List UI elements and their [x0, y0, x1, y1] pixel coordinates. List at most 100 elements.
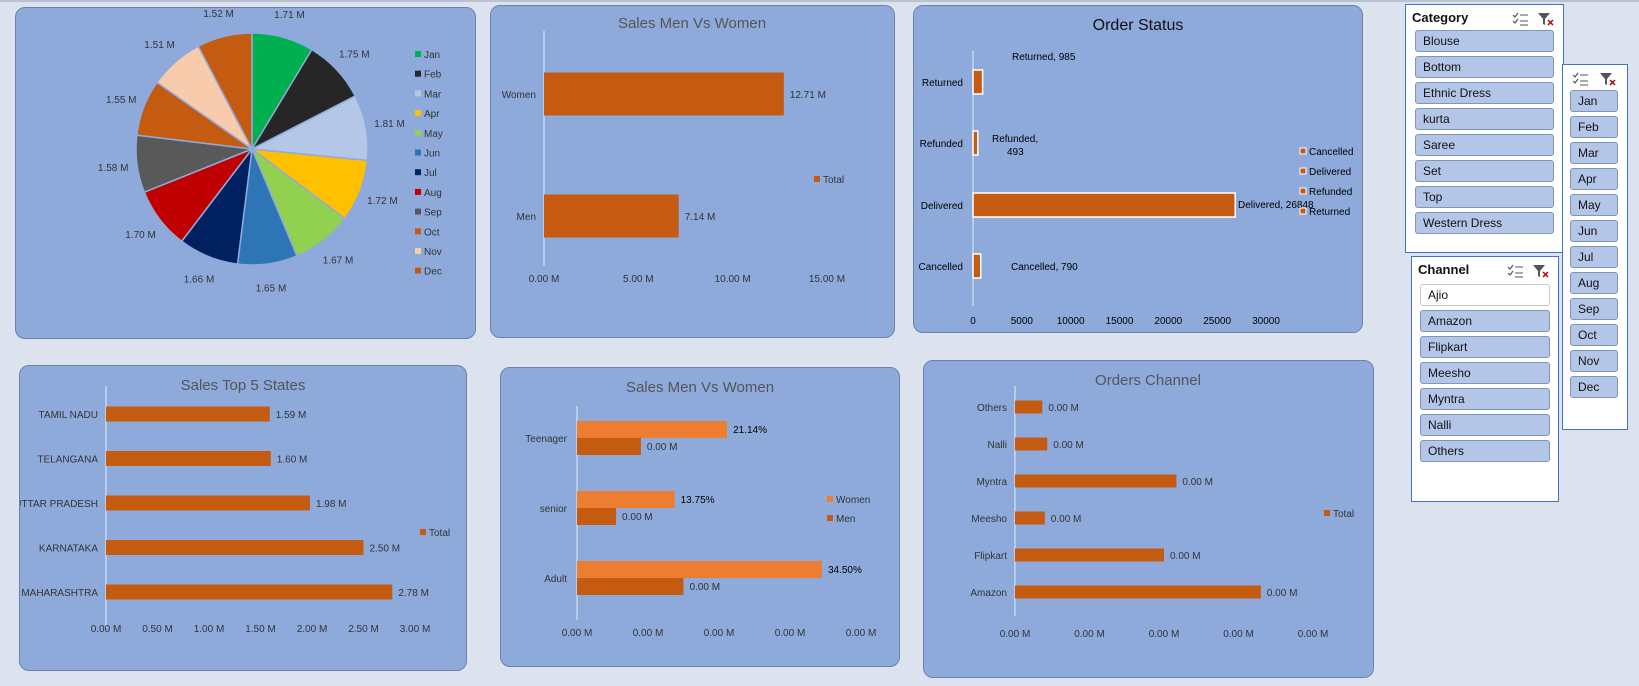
monthly-sales-pie-chart: 1.71 M 1.75 M 1.81 M 1.72 M 1.67 M 1.65 M 1.66… [98, 9, 443, 295]
category-item-ethnic-dress[interactable]: Ethnic Dress [1415, 82, 1554, 104]
channel-item-others[interactable]: Others [1420, 440, 1550, 462]
age-men-women-panel[interactable]: Sales Men Vs Women 0.00 M 0.00 M 0.00 M 0.00… [500, 367, 900, 667]
legend-swatch [415, 208, 421, 215]
channel-slicer-header: Channel [1418, 261, 1552, 281]
x-tick-label: 15.00 M [809, 274, 845, 285]
bar-data-label: 13.75% [681, 495, 715, 506]
month-item-sep[interactable]: Sep [1570, 298, 1618, 320]
bar-data-label: 493 [1007, 147, 1024, 158]
legend-swatch [415, 129, 421, 136]
channel-item-meesho[interactable]: Meesho [1420, 362, 1550, 384]
month-item-dec[interactable]: Dec [1570, 376, 1618, 398]
bar-data-label: 0.00 M [1048, 403, 1079, 414]
legend-item: Total [823, 175, 844, 186]
channel-slicer[interactable]: Channel Ajio Amazon Flipkart Meesho Myntra Na… [1411, 256, 1559, 502]
month-item-feb[interactable]: Feb [1570, 116, 1618, 138]
legend-swatch [415, 70, 421, 77]
y-category-label: Women [502, 90, 536, 101]
legend-swatch [415, 149, 421, 156]
channel-slicer-title: Channel [1418, 262, 1470, 277]
bar-delivered [972, 192, 1236, 218]
channel-item-nalli[interactable]: Nalli [1420, 414, 1550, 436]
legend-swatch [415, 188, 421, 195]
legend-swatch [415, 267, 421, 274]
month-slicer[interactable]: Jan Feb Mar Apr May Jun Jul Aug Sep Oct Nov Dec [1562, 64, 1628, 430]
pie-data-label: 1.75 M [339, 49, 370, 60]
legend-item: Feb [424, 70, 442, 81]
category-slicer[interactable]: Category Blouse Bottom Ethnic Dress kurta Sa… [1405, 4, 1564, 253]
multi-select-icon[interactable] [1571, 71, 1589, 87]
monthly-sales-pie-panel[interactable]: 1.71 M 1.75 M 1.81 M 1.72 M 1.67 M 1.65 M 1.66… [15, 7, 476, 339]
bar-data-label: 0.00 M [1182, 477, 1213, 488]
category-item-set[interactable]: Set [1415, 160, 1554, 182]
multi-select-icon[interactable] [1506, 263, 1524, 279]
month-item-jul[interactable]: Jul [1570, 246, 1618, 268]
legend-item: Refunded [1309, 187, 1352, 198]
category-item-top[interactable]: Top [1415, 186, 1554, 208]
legend-item: Women [836, 495, 870, 506]
category-item-bottom[interactable]: Bottom [1415, 56, 1554, 78]
clear-filter-icon[interactable] [1537, 11, 1555, 27]
category-item-kurta[interactable]: kurta [1415, 108, 1554, 130]
legend-item: Dec [424, 267, 442, 278]
legend-item: Delivered [1309, 167, 1351, 178]
legend-item: Returned [1309, 207, 1350, 218]
category-item-blouse[interactable]: Blouse [1415, 30, 1554, 52]
x-tick-label: 0 [970, 316, 976, 327]
y-category-label: Myntra [976, 477, 1007, 488]
legend-item: Aug [424, 188, 442, 199]
bar-data-label: 0.00 M [1051, 514, 1082, 525]
legend-swatch [420, 529, 426, 535]
channel-item-myntra[interactable]: Myntra [1420, 388, 1550, 410]
month-item-oct[interactable]: Oct [1570, 324, 1618, 346]
bar-meesho [1015, 511, 1045, 525]
x-tick-label: 15000 [1106, 316, 1134, 327]
orders-channel-panel[interactable]: Orders Channel 0.00 M 0.00 M 0.00 M 0.00 M 0.… [923, 360, 1374, 678]
x-tick-label: 0.00 M [562, 628, 593, 639]
y-category-label: Nalli [988, 440, 1007, 451]
month-item-nov[interactable]: Nov [1570, 350, 1618, 372]
category-item-western-dress[interactable]: Western Dress [1415, 212, 1554, 234]
sales-men-women-panel[interactable]: Sales Men Vs Women 0.00 M 5.00 M 10.00 M 15.… [490, 5, 895, 338]
month-item-jan[interactable]: Jan [1570, 90, 1618, 112]
legend-swatch [1324, 510, 1330, 516]
legend-item: Total [429, 528, 450, 539]
channel-item-amazon[interactable]: Amazon [1420, 310, 1550, 332]
x-tick-label: 1.50 M [245, 624, 276, 635]
top-states-panel[interactable]: Sales Top 5 States 0.00 M 0.50 M 1.00 M 1.50… [19, 365, 467, 671]
legend-item: Nov [424, 247, 442, 258]
bar-maharashtra [106, 584, 393, 600]
chart-title: Sales Top 5 States [181, 377, 306, 394]
bar-data-label: 12.71 M [790, 90, 826, 101]
sales-men-women-chart: Sales Men Vs Women 0.00 M 5.00 M 10.00 M 15.… [502, 15, 845, 285]
month-item-jun[interactable]: Jun [1570, 220, 1618, 242]
multi-select-icon[interactable] [1511, 11, 1529, 27]
legend-item: Jan [424, 50, 440, 61]
clear-filter-icon[interactable] [1599, 71, 1617, 87]
legend-item: Oct [424, 227, 440, 238]
month-item-apr[interactable]: Apr [1570, 168, 1618, 190]
bar-myntra [1015, 474, 1177, 488]
month-item-may[interactable]: May [1570, 194, 1618, 216]
legend-item: Jun [424, 149, 440, 160]
channel-item-flipkart[interactable]: Flipkart [1420, 336, 1550, 358]
order-status-panel[interactable]: Order Status 0 5000 10000 15000 20000 25000 300… [913, 5, 1363, 333]
x-tick-label: 5000 [1011, 316, 1034, 327]
legend-swatch [415, 248, 421, 254]
month-item-aug[interactable]: Aug [1570, 272, 1618, 294]
chart-title: Orders Channel [1095, 372, 1201, 389]
pie-data-label: 1.72 M [367, 196, 398, 207]
bar-data-label: 1.59 M [276, 410, 307, 421]
top-states-chart: Sales Top 5 States 0.00 M 0.50 M 1.00 M 1.50… [20, 377, 450, 635]
clear-filter-icon[interactable] [1532, 263, 1550, 279]
bar-others [1015, 400, 1043, 414]
y-category-label: TELANGANA [37, 455, 98, 466]
bar-data-label: 0.00 M [647, 442, 678, 453]
category-slicer-header: Category [1412, 9, 1557, 29]
category-item-saree[interactable]: Saree [1415, 134, 1554, 156]
chart-title: Sales Men Vs Women [618, 15, 766, 32]
month-slicer-header [1571, 71, 1621, 87]
channel-item-ajio[interactable]: Ajio [1420, 284, 1550, 306]
bar-data-label: 7.14 M [685, 212, 716, 223]
month-item-mar[interactable]: Mar [1570, 142, 1618, 164]
